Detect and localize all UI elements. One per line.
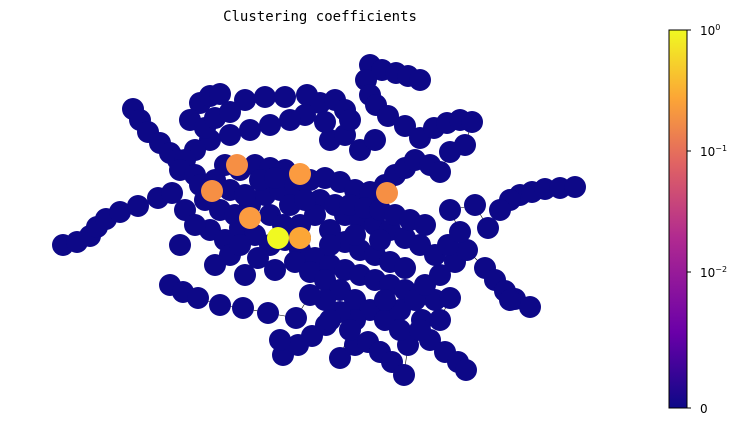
network-node-204 <box>389 319 411 341</box>
network-node-205 <box>409 319 431 341</box>
network-node-177 <box>369 229 391 251</box>
highlight-node-2 <box>289 163 311 185</box>
network-node-202 <box>299 284 321 306</box>
network-node-19 <box>409 69 431 91</box>
network-node-212 <box>269 329 291 351</box>
network-node-181 <box>264 167 286 189</box>
network-node-5 <box>109 201 131 223</box>
network-node-198 <box>314 111 336 133</box>
colorbar-tick-0: 0 <box>700 402 708 416</box>
network-node-179 <box>234 184 256 206</box>
highlight-node-6 <box>239 207 261 229</box>
network-node-210 <box>319 309 341 331</box>
network-node-190 <box>464 194 486 216</box>
network-node-186 <box>169 234 191 256</box>
network-node-196 <box>364 129 386 151</box>
network-node-81 <box>259 114 281 136</box>
chart-title: Clustering coefficients <box>223 9 417 25</box>
network-node-45 <box>499 289 521 311</box>
network-node-24 <box>394 115 416 137</box>
network-node-23 <box>377 105 399 127</box>
network-node-90 <box>219 101 241 123</box>
network-node-134 <box>439 287 461 309</box>
network-node-149 <box>429 264 451 286</box>
colorbar-tick-1: 10−2 <box>700 265 727 280</box>
network-node-44 <box>519 296 541 318</box>
network-node-72 <box>234 89 256 111</box>
colorbar-tick-2: 10−1 <box>700 144 727 159</box>
network-node-117 <box>429 161 451 183</box>
network-node-38 <box>489 199 511 221</box>
network-node-183 <box>294 189 316 211</box>
highlight-node-1 <box>289 227 311 249</box>
network-node-66 <box>232 297 254 319</box>
network-node-6 <box>127 195 149 217</box>
network-node-29 <box>461 111 483 133</box>
network-node-68 <box>285 307 307 329</box>
network-node-191 <box>449 221 471 243</box>
network-node-151 <box>456 239 478 261</box>
highlight-node-3 <box>201 180 223 202</box>
colorbar-tick-3: 100 <box>700 23 720 38</box>
network-node-197 <box>339 109 361 131</box>
network-node-189 <box>439 199 461 221</box>
network-node-176 <box>344 224 366 246</box>
network-node-188 <box>247 247 269 269</box>
network-node-165 <box>394 257 416 279</box>
network-node-39 <box>477 217 499 239</box>
network-node-175 <box>319 234 341 256</box>
colorbar: 0 10−2 10−1 100 <box>668 23 727 416</box>
network-node-192 <box>414 214 436 236</box>
network-node-82 <box>239 119 261 141</box>
network-node-211 <box>339 319 361 341</box>
network-node-67 <box>257 302 279 324</box>
network-node-50 <box>329 347 351 369</box>
highlight-node-5 <box>376 182 398 204</box>
network-node-206 <box>429 309 451 331</box>
highlight-node-0 <box>267 227 289 249</box>
network-node-8 <box>161 182 183 204</box>
network-node-137 <box>234 264 256 286</box>
network-node-65 <box>209 294 231 316</box>
network-node-185 <box>184 214 206 236</box>
network-node-71 <box>209 83 231 105</box>
colorbar-gradient <box>668 29 688 409</box>
network-node-55 <box>393 364 415 386</box>
network-node-83 <box>219 124 241 146</box>
network-node-73 <box>254 86 276 108</box>
network-node-203 <box>374 289 396 311</box>
highlight-node-4 <box>226 154 248 176</box>
network-node-80 <box>279 109 301 131</box>
network-node-36 <box>564 176 586 198</box>
network-node-74 <box>274 86 296 108</box>
network-node-187 <box>229 234 251 256</box>
network-node-138 <box>264 259 286 281</box>
network-node-31 <box>439 141 461 163</box>
network-node-64 <box>187 287 209 309</box>
network-node-59 <box>455 359 477 381</box>
network-nodes <box>52 54 586 386</box>
